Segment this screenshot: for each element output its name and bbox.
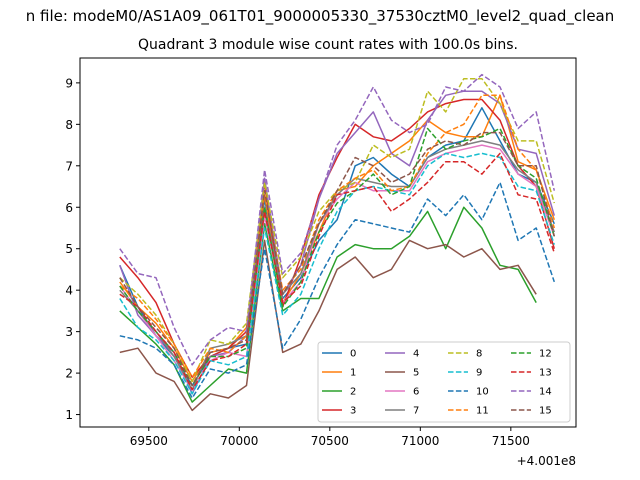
y-tick-label: 7 (65, 159, 73, 173)
legend-label-10: 10 (476, 387, 489, 398)
series-line-3 (119, 98, 556, 378)
series-line-5 (119, 239, 537, 412)
series-line-15 (119, 131, 556, 387)
legend-label-7: 7 (413, 406, 419, 417)
y-tick-label: 4 (65, 284, 73, 298)
series-layer (119, 73, 556, 412)
x-tick-label: 70500 (311, 434, 349, 448)
x-tick-label: 69500 (130, 434, 168, 448)
y-tick-label: 5 (65, 242, 73, 256)
x-tick-label: 71000 (401, 434, 439, 448)
series-line-13 (119, 152, 556, 391)
y-tick-label: 2 (65, 367, 73, 381)
legend-label-14: 14 (539, 387, 552, 398)
legend-label-4: 4 (413, 349, 419, 360)
y-tick-label: 6 (65, 201, 73, 215)
legend-label-11: 11 (476, 406, 489, 417)
y-tick-label: 3 (65, 325, 73, 339)
y-tick-label: 9 (65, 76, 73, 90)
y-tick-label: 1 (65, 408, 73, 422)
legend-label-5: 5 (413, 368, 419, 379)
x-tick-label: 70000 (220, 434, 258, 448)
axes-frame (79, 57, 577, 428)
series-line-9 (119, 152, 556, 395)
legend-label-9: 9 (476, 368, 482, 379)
series-line-2 (119, 206, 537, 403)
y-tick-label: 8 (65, 118, 73, 132)
legend-label-8: 8 (476, 349, 482, 360)
figure-suptitle: n file: modeM0/AS1A09_061T01_9000005330_… (26, 7, 615, 26)
x-tick-label: 71500 (492, 434, 530, 448)
x-offset-label: +4.001e8 (517, 454, 576, 468)
legend-label-13: 13 (539, 368, 552, 379)
series-line-14 (119, 73, 556, 366)
legend-label-1: 1 (350, 368, 356, 379)
legend-label-12: 12 (539, 349, 552, 360)
legend-label-6: 6 (413, 387, 419, 398)
chart-title: Quadrant 3 module wise count rates with … (138, 37, 518, 53)
y-axis: 1 2 3 4 5 6 7 8 9 (65, 76, 80, 422)
legend-label-15: 15 (539, 406, 552, 417)
legend-label-0: 0 (350, 349, 356, 360)
x-axis: 69500 70000 70500 71000 71500 (130, 427, 530, 448)
series-line-10 (119, 181, 556, 399)
legend-label-2: 2 (350, 387, 356, 398)
legend-frame (317, 341, 571, 423)
legend-label-3: 3 (350, 406, 356, 417)
